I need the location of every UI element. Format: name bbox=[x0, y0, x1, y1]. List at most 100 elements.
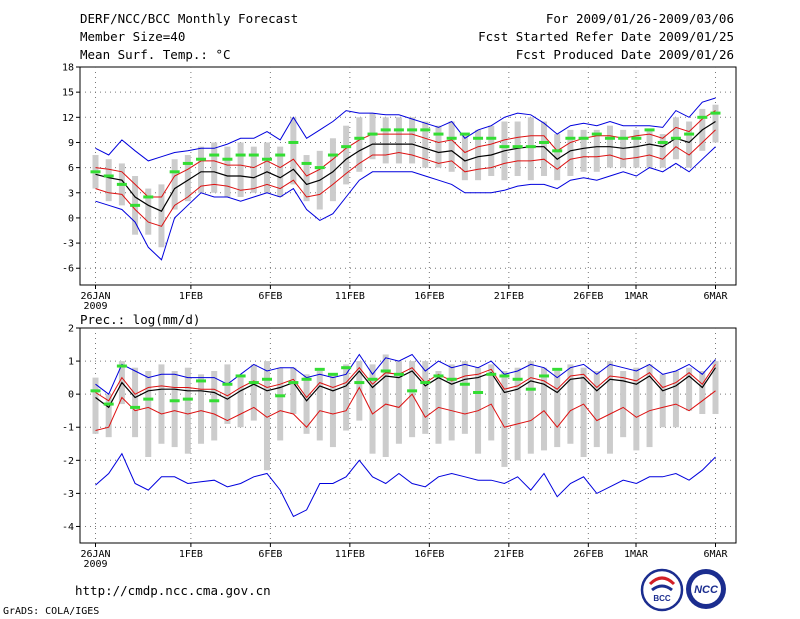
bcc-logo: BCC bbox=[640, 568, 684, 612]
prec-member-box bbox=[395, 361, 402, 444]
temp-member-box bbox=[593, 129, 600, 172]
temp-obs-marker bbox=[261, 157, 272, 161]
prec-obs-marker bbox=[512, 377, 523, 381]
prec-member-box bbox=[501, 371, 508, 467]
temp-obs-marker bbox=[591, 132, 602, 136]
prec-obs-marker bbox=[248, 381, 259, 385]
prec-xtick-label: 1FEB bbox=[179, 549, 203, 560]
temp-ytick-label: 6 bbox=[68, 163, 74, 174]
temp-obs-marker bbox=[367, 132, 378, 136]
prec-member-box bbox=[303, 374, 310, 434]
temp-obs-marker bbox=[222, 157, 233, 161]
prec-obs-marker bbox=[420, 381, 431, 385]
prec-member-box bbox=[211, 371, 218, 441]
temp-member-box bbox=[237, 142, 244, 197]
prec-member-box bbox=[646, 364, 653, 448]
temp-obs-marker bbox=[512, 145, 523, 149]
prec-member-box bbox=[250, 364, 257, 421]
temp-member-box bbox=[488, 125, 495, 176]
prec-member-box bbox=[171, 371, 178, 448]
temp-member-box bbox=[145, 188, 152, 235]
temp-member-box bbox=[290, 117, 297, 185]
temp-xtick-label: 11FEB bbox=[335, 291, 365, 302]
prec-member-box bbox=[659, 374, 666, 428]
temp-obs-marker bbox=[525, 145, 536, 149]
temp-member-box bbox=[105, 159, 112, 202]
temp-member-box bbox=[356, 117, 363, 172]
prec-ytick-label: -4 bbox=[62, 522, 74, 533]
temp-obs-marker bbox=[130, 203, 141, 207]
temp-obs-marker bbox=[446, 136, 457, 140]
temp-obs-marker bbox=[209, 153, 220, 157]
prec-ytick-label: 2 bbox=[68, 324, 74, 335]
source-url-link[interactable]: http://cmdp.ncc.cma.gov.cn bbox=[75, 583, 271, 598]
temp-member-box bbox=[369, 113, 376, 160]
chart-title: DERF/NCC/BCC Monthly Forecast bbox=[80, 11, 299, 26]
prec-year-label: 2009 bbox=[83, 559, 107, 570]
prec-member-box bbox=[184, 367, 191, 454]
prec-obs-marker bbox=[341, 366, 352, 370]
prec-member-box bbox=[369, 364, 376, 454]
prec-obs-marker bbox=[539, 374, 550, 378]
prec-member-box bbox=[672, 371, 679, 428]
temp-obs-marker bbox=[248, 153, 259, 157]
temp-ytick-label: -3 bbox=[62, 239, 74, 250]
prec-member-box bbox=[514, 367, 521, 461]
prec-member-box bbox=[554, 371, 561, 448]
prec-member-box bbox=[527, 361, 534, 454]
prec-member-box bbox=[382, 354, 389, 457]
temp-obs-marker bbox=[486, 136, 497, 140]
temp-obs-marker bbox=[169, 170, 180, 174]
prec-xtick-label: 26JAN bbox=[80, 549, 110, 560]
prec-obs-marker bbox=[288, 381, 299, 385]
temp-obs-marker bbox=[631, 136, 642, 140]
prec-member-box bbox=[277, 367, 284, 441]
temp-member-box bbox=[158, 184, 165, 248]
prec-xtick-label: 16FEB bbox=[414, 549, 444, 560]
temp-obs-marker bbox=[275, 153, 286, 157]
prec-line-min bbox=[95, 452, 716, 518]
temp-obs-marker bbox=[539, 140, 550, 144]
temp-obs-marker bbox=[710, 111, 721, 115]
prec-obs-marker bbox=[103, 402, 114, 406]
temp-member-box bbox=[263, 142, 270, 193]
prec-obs-marker bbox=[314, 367, 325, 371]
temp-member-box bbox=[448, 121, 455, 172]
prec-xtick-label: 11FEB bbox=[335, 549, 365, 560]
prec-obs-marker bbox=[222, 382, 233, 386]
temp-xtick-label: 26JAN bbox=[80, 291, 110, 302]
forecast-period-label: For 2009/01/26-2009/03/06 bbox=[545, 11, 734, 26]
temp-xtick-label: 21FEB bbox=[494, 291, 524, 302]
temp-member-box bbox=[422, 121, 429, 168]
temp-obs-marker bbox=[473, 136, 484, 140]
prec-obs-marker bbox=[486, 372, 497, 376]
temp-obs-marker bbox=[420, 128, 431, 132]
prec-obs-marker bbox=[209, 399, 220, 403]
temp-member-box bbox=[250, 146, 257, 193]
temp-line-spread_high bbox=[95, 110, 716, 198]
temp-member-box bbox=[198, 146, 205, 193]
prec-member-box bbox=[316, 371, 323, 441]
temp-ytick-label: 12 bbox=[62, 113, 74, 124]
temp-member-box bbox=[211, 142, 218, 193]
temperature-panel: -6 -3 0 3 6 9 12 15 18 26JAN 1FEB 6FEB 11FEB 16FEB 21F… bbox=[62, 63, 737, 312]
temp-line-spread_low bbox=[95, 129, 716, 227]
prec-obs-marker bbox=[499, 374, 510, 378]
temp-member-box bbox=[527, 117, 534, 181]
temp-obs-marker bbox=[143, 195, 154, 199]
temp-xtick-label: 16FEB bbox=[414, 291, 444, 302]
prec-ytick-label: -2 bbox=[62, 456, 74, 467]
temp-obs-marker bbox=[618, 136, 629, 140]
prec-member-box bbox=[699, 371, 706, 414]
prec-xtick-label: 6MAR bbox=[703, 549, 728, 560]
prec-member-box bbox=[132, 367, 139, 438]
prec-member-box bbox=[593, 371, 600, 448]
temp-obs-marker bbox=[670, 136, 681, 140]
prec-obs-marker bbox=[235, 374, 246, 378]
temp-obs-marker bbox=[301, 161, 312, 165]
temp-member-box bbox=[171, 159, 178, 210]
precipitation-panel: -4 -3 -2 -1 0 1 2 26JAN 1FEB 6FEB 11FEB 16FEB 21FEB 2… bbox=[62, 324, 737, 570]
temp-obs-marker bbox=[90, 170, 101, 174]
temp-member-box bbox=[659, 134, 666, 168]
